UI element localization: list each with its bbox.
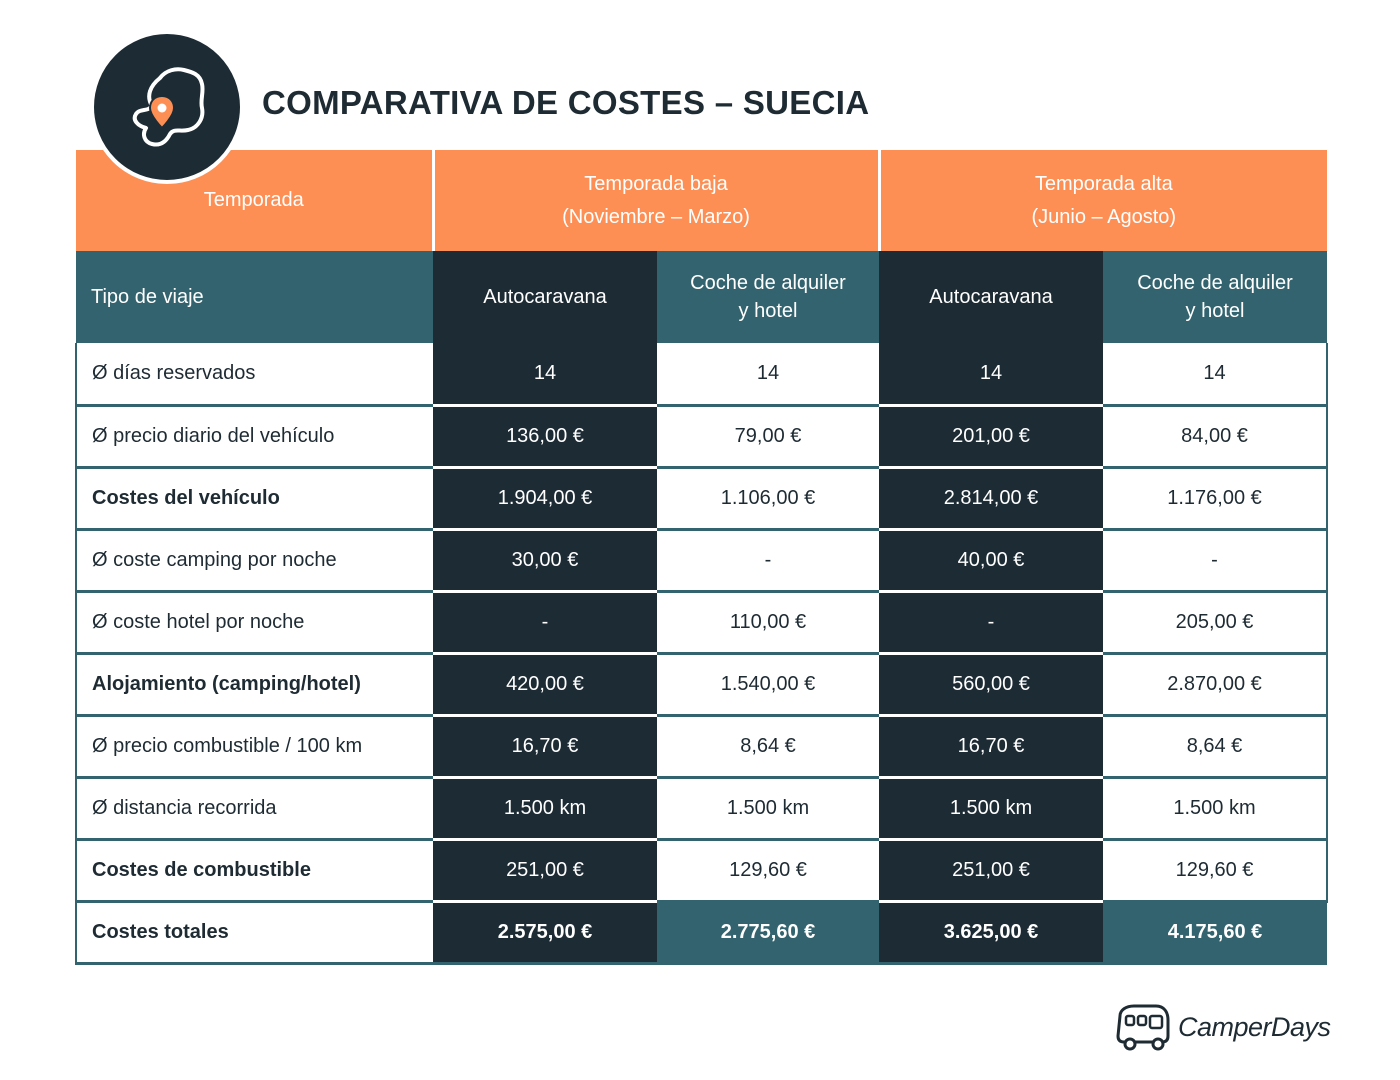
- low-season-title: Temporada baja: [584, 172, 728, 195]
- map-pin-region-icon: [90, 30, 244, 184]
- high-season-title: Temporada alta: [1034, 172, 1173, 195]
- cell-low-camper: 1.500 km: [433, 777, 657, 841]
- cell-high-camper: 1.500 km: [879, 777, 1104, 841]
- cell-high-car: 1.176,00 €: [1103, 467, 1329, 531]
- cell-high-camper: 2.814,00 €: [879, 467, 1104, 531]
- cell-high-car: 1.500 km: [1103, 777, 1329, 841]
- low-car-header: Coche de alquiler y hotel: [657, 251, 880, 343]
- row-label: Ø días reservados: [75, 343, 433, 407]
- cell-high-camper: -: [879, 591, 1104, 655]
- cell-high-car: 129,60 €: [1103, 839, 1329, 903]
- cell-low-car: 8,64 €: [657, 715, 880, 779]
- cell-low-car: 1.540,00 €: [657, 653, 880, 717]
- row-label: Ø coste camping por noche: [75, 529, 433, 593]
- cell-low-camper: 136,00 €: [433, 405, 657, 469]
- cell-low-camper: -: [433, 591, 657, 655]
- cell-low-camper: 420,00 €: [433, 653, 657, 717]
- cell-high-camper: 16,70 €: [879, 715, 1104, 779]
- total-low-car: 2.775,60 €: [657, 901, 880, 965]
- cell-high-car: -: [1103, 529, 1329, 593]
- row-label: Ø coste hotel por noche: [75, 591, 433, 655]
- camperdays-logo: CamperDays: [1114, 1002, 1334, 1052]
- cell-low-car: 14: [657, 343, 880, 407]
- cell-low-camper: 30,00 €: [433, 529, 657, 593]
- cell-high-car: 14: [1103, 343, 1329, 407]
- table-row: Ø coste camping por noche 30,00 € -40,00 €…: [75, 529, 1329, 593]
- cell-high-camper: 560,00 €: [879, 653, 1104, 717]
- table-row: Costes del vehículo 1.904,00 €1.106,00 €2…: [75, 467, 1329, 531]
- cell-low-car: -: [657, 529, 880, 593]
- page-title: COMPARATIVA DE COSTES – SUECIA: [262, 84, 870, 121]
- season-header-row: Temporada Temporada baja (Noviembre – Ma…: [76, 150, 1328, 251]
- cell-high-car: 8,64 €: [1103, 715, 1329, 779]
- cell-low-camper: 1.904,00 €: [433, 467, 657, 531]
- row-label: Ø distancia recorrida: [75, 777, 433, 841]
- cell-high-camper: 251,00 €: [879, 839, 1104, 903]
- total-high-camper: 3.625,00 €: [879, 901, 1104, 965]
- cell-high-camper: 40,00 €: [879, 529, 1104, 593]
- high-season-header: Temporada alta (Junio – Agosto): [877, 150, 1328, 251]
- table-row: Ø coste hotel por noche -110,00 € -205,00 …: [75, 591, 1329, 655]
- table-row: Alojamiento (camping/hotel) 420,00 €1.540…: [75, 653, 1329, 717]
- trip-type-label: Tipo de viaje: [76, 251, 433, 343]
- low-season-header: Temporada baja (Noviembre – Marzo): [431, 150, 880, 251]
- cell-low-car: 110,00 €: [657, 591, 880, 655]
- cell-low-car: 1.500 km: [657, 777, 880, 841]
- cell-low-camper: 251,00 €: [433, 839, 657, 903]
- brand-name: CamperDays: [1178, 1012, 1331, 1042]
- trip-type-row: Tipo de viaje Autocaravana Coche de alqu…: [76, 251, 1328, 343]
- table-row: Ø días reservados 14 14 14 14: [75, 343, 1329, 407]
- camper-van-icon: [1116, 1004, 1170, 1051]
- cell-high-car: 2.870,00 €: [1103, 653, 1329, 717]
- cell-low-car: 1.106,00 €: [657, 467, 880, 531]
- high-camper-header: Autocaravana: [879, 251, 1104, 343]
- total-label: Costes totales: [75, 901, 433, 965]
- table-row: Ø precio diario del vehículo 136,00 €79,0…: [75, 405, 1329, 469]
- cell-high-camper: 201,00 €: [879, 405, 1104, 469]
- table-row: Ø distancia recorrida 1.500 km 1.500 km 1.5…: [75, 777, 1329, 841]
- row-label: Ø precio diario del vehículo: [75, 405, 433, 469]
- total-row: Costes totales 2.575,00 € 2.775,60 € 3.6…: [75, 901, 1328, 965]
- row-label: Costes del vehículo: [75, 467, 433, 531]
- cell-high-car: 84,00 €: [1103, 405, 1329, 469]
- cell-low-camper: 14: [433, 343, 657, 407]
- high-car-header: Coche de alquiler y hotel: [1103, 251, 1328, 343]
- row-label: Alojamiento (camping/hotel): [75, 653, 433, 717]
- low-camper-header: Autocaravana: [433, 251, 657, 343]
- cell-low-camper: 16,70 €: [433, 715, 657, 779]
- row-label: Costes de combustible: [75, 839, 433, 903]
- cell-low-car: 129,60 €: [657, 839, 880, 903]
- table-row: Costes de combustible 251,00 €129,60 €251…: [75, 839, 1329, 903]
- table-row: Ø precio combustible / 100 km 16,70 €8,64…: [75, 715, 1329, 779]
- low-season-months: (Noviembre – Marzo): [562, 205, 750, 228]
- row-label: Ø precio combustible / 100 km: [75, 715, 433, 779]
- cost-comparison-table: Temporada Temporada baja (Noviembre – Ma…: [75, 150, 1329, 965]
- cell-high-car: 205,00 €: [1103, 591, 1329, 655]
- cell-high-camper: 14: [879, 343, 1104, 407]
- total-high-car: 4.175,60 €: [1103, 901, 1328, 965]
- total-low-camper: 2.575,00 €: [433, 901, 657, 965]
- cell-low-car: 79,00 €: [657, 405, 880, 469]
- high-season-months: (Junio – Agosto): [1031, 205, 1177, 228]
